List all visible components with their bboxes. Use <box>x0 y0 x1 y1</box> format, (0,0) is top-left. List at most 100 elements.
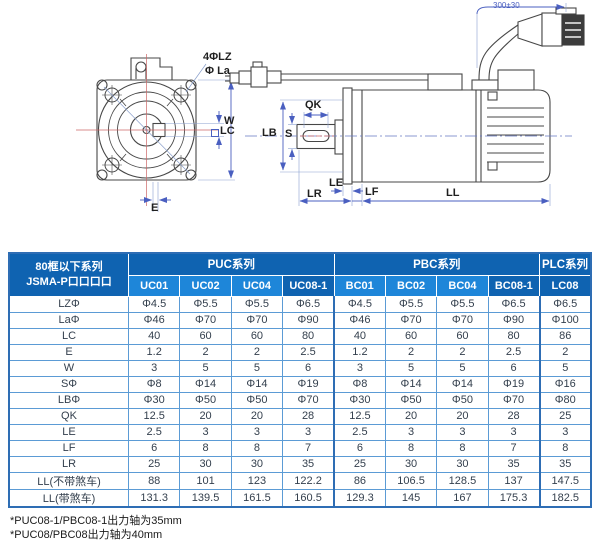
value-cell: 182.5 <box>538 488 592 508</box>
side-s-label: S <box>285 128 293 140</box>
front-holes-label: 4ΦLZ <box>203 51 232 63</box>
value-cell: 60 <box>384 327 438 345</box>
value-cell: Φ30 <box>127 391 181 409</box>
side-view <box>225 7 585 185</box>
value-cell: Φ46 <box>332 311 386 329</box>
series-group-header: PBC系列 <box>333 252 540 276</box>
value-cell: 145 <box>384 488 438 508</box>
table-row: LF 6 8 8 7 6 8 8 7 8 <box>8 439 592 457</box>
value-cell: 3 <box>230 423 284 441</box>
value-cell: Φ14 <box>436 375 489 393</box>
row-label: W <box>8 359 129 377</box>
motor-dimension-drawing <box>76 3 585 212</box>
row-label: SΦ <box>8 375 129 393</box>
value-cell: 30 <box>436 455 489 473</box>
value-cell: 8 <box>384 439 438 457</box>
column-header: BC04 <box>436 274 489 297</box>
value-cell: 101 <box>179 471 232 490</box>
value-cell: 86 <box>332 471 386 490</box>
value-cell: 28 <box>487 407 541 425</box>
table-row: LE 2.5 3 3 3 2.5 3 3 3 3 <box>8 423 592 441</box>
side-lb-label: LB <box>262 127 277 139</box>
row-label: LZΦ <box>8 295 129 313</box>
value-cell: 6 <box>332 439 386 457</box>
dimension-table: 80框以下系列 JSMA-P口口口口 PUC系列 PBC系列 PLC系列 UC01 UC02… <box>8 252 592 508</box>
value-cell: Φ4.5 <box>127 295 181 313</box>
value-cell: 20 <box>384 407 438 425</box>
side-qk-label: QK <box>305 99 322 111</box>
value-cell: Φ14 <box>230 375 284 393</box>
value-cell: Φ8 <box>332 375 386 393</box>
value-cell: 5 <box>384 359 438 377</box>
value-cell: Φ14 <box>179 375 232 393</box>
value-cell: 3 <box>436 423 489 441</box>
row-label: LF <box>8 439 129 457</box>
value-cell: 2.5 <box>282 343 335 361</box>
value-cell: 129.3 <box>332 488 386 508</box>
value-cell: 80 <box>282 327 335 345</box>
column-header: BC08-1 <box>487 274 541 297</box>
value-cell: 12.5 <box>332 407 386 425</box>
value-cell: Φ5.5 <box>179 295 232 313</box>
value-cell: Φ8 <box>127 375 181 393</box>
table-row: LL(带煞车) 131.3 139.5 161.5 160.5 129.3 145 167 17… <box>8 488 592 508</box>
cable-length-label: 300±30 <box>493 1 520 10</box>
value-cell: Φ50 <box>384 391 438 409</box>
column-header: UC02 <box>179 274 232 297</box>
value-cell: 123 <box>230 471 284 490</box>
side-ll-label: LL <box>446 187 460 199</box>
value-cell: 2 <box>538 343 592 361</box>
table-row: QK 12.5 20 20 28 12.5 20 20 28 25 <box>8 407 592 425</box>
value-cell: 2.5 <box>487 343 541 361</box>
table-row: LC 40 60 60 80 40 60 60 80 86 <box>8 327 592 345</box>
value-cell: 2 <box>179 343 232 361</box>
row-label: LL(不带煞车) <box>8 471 129 490</box>
value-cell: 20 <box>230 407 284 425</box>
value-cell: 128.5 <box>436 471 489 490</box>
value-cell: 2 <box>384 343 438 361</box>
value-cell: 2 <box>436 343 489 361</box>
value-cell: 106.5 <box>384 471 438 490</box>
side-lr-label: LR <box>307 188 322 200</box>
value-cell: Φ70 <box>487 391 541 409</box>
row-label: LBΦ <box>8 391 129 409</box>
value-cell: Φ5.5 <box>230 295 284 313</box>
value-cell: 25 <box>538 407 592 425</box>
value-cell: 3 <box>127 359 181 377</box>
value-cell: 139.5 <box>179 488 232 508</box>
value-cell: 160.5 <box>282 488 335 508</box>
value-cell: 8 <box>436 439 489 457</box>
column-header: BC01 <box>333 274 386 297</box>
row-label: LaΦ <box>8 311 129 329</box>
value-cell: 88 <box>127 471 181 490</box>
value-cell: 5 <box>179 359 232 377</box>
value-cell: 3 <box>282 423 335 441</box>
value-cell: Φ50 <box>436 391 489 409</box>
row-label: LC <box>8 327 129 345</box>
value-cell: Φ4.5 <box>332 295 386 313</box>
value-cell: Φ70 <box>230 311 284 329</box>
value-cell: 6 <box>282 359 335 377</box>
value-cell: 60 <box>230 327 284 345</box>
value-cell: 1.2 <box>127 343 181 361</box>
column-header: UC08-1 <box>282 274 335 297</box>
table-row: E 1.2 2 2 2.5 1.2 2 2 2.5 2 <box>8 343 592 361</box>
value-cell: Φ16 <box>538 375 592 393</box>
column-header: UC04 <box>230 274 284 297</box>
value-cell: Φ70 <box>179 311 232 329</box>
value-cell: 35 <box>538 455 592 473</box>
square-symbol <box>211 129 219 137</box>
value-cell: 175.3 <box>487 488 541 508</box>
front-w-label: W <box>224 115 235 127</box>
value-cell: 35 <box>487 455 541 473</box>
value-cell: 28 <box>282 407 335 425</box>
value-cell: 60 <box>179 327 232 345</box>
value-cell: Φ19 <box>487 375 541 393</box>
side-lf-label: LF <box>365 186 379 198</box>
value-cell: Φ70 <box>384 311 438 329</box>
value-cell: 25 <box>332 455 386 473</box>
footnote-2: *PUC08/PBC08出力轴为40mm <box>10 529 163 541</box>
value-cell: 161.5 <box>230 488 284 508</box>
series-group-header: PUC系列 <box>128 252 335 276</box>
value-cell: 86 <box>538 327 592 345</box>
